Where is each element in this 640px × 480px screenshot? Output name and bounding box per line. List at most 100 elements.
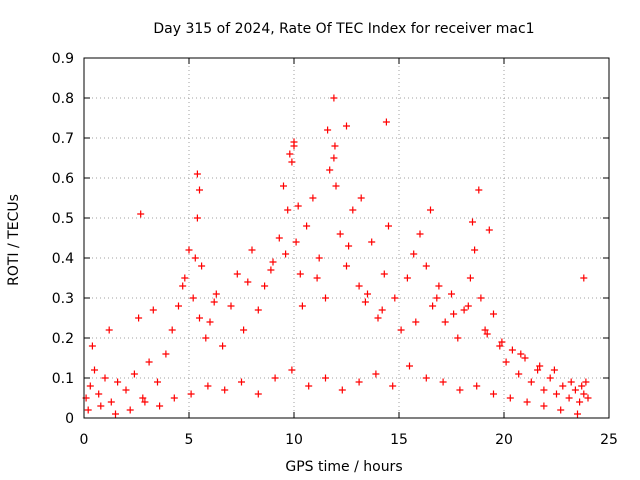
data-point — [212, 290, 220, 298]
data-point — [187, 390, 195, 398]
data-point — [105, 326, 113, 334]
data-point — [574, 410, 581, 418]
data-point — [471, 246, 479, 254]
data-point — [282, 250, 290, 258]
data-point — [271, 374, 279, 382]
data-point — [422, 374, 430, 382]
data-point — [254, 390, 262, 398]
data-point — [435, 282, 443, 290]
data-point — [198, 262, 206, 270]
data-point — [175, 302, 182, 310]
data-point — [429, 302, 437, 310]
data-point — [502, 358, 510, 366]
data-point — [114, 378, 122, 386]
data-point — [309, 194, 317, 202]
y-tick-label: 0.3 — [52, 291, 74, 307]
y-tick-label: 0.4 — [52, 251, 74, 267]
data-point — [244, 278, 252, 286]
data-point — [374, 314, 382, 322]
data-point — [294, 202, 302, 210]
x-tick-label: 10 — [285, 432, 303, 448]
data-point — [233, 270, 241, 278]
grid-layer — [84, 58, 609, 418]
data-point — [275, 234, 283, 242]
data-point — [364, 290, 371, 298]
data-point — [240, 326, 248, 334]
data-point — [515, 370, 523, 378]
data-point — [221, 386, 229, 394]
data-point — [582, 378, 590, 386]
data-point — [521, 354, 529, 362]
data-point — [406, 362, 413, 370]
data-point — [506, 394, 514, 402]
y-axis-label: ROTI / TECUs — [6, 194, 22, 286]
data-point — [559, 382, 567, 390]
data-point — [584, 394, 592, 402]
data-point — [206, 318, 214, 326]
data-point — [550, 366, 558, 374]
data-point — [498, 338, 506, 346]
data-point — [181, 274, 189, 282]
data-point — [332, 182, 340, 190]
data-point — [338, 386, 346, 394]
data-point — [336, 230, 344, 238]
data-point — [137, 210, 145, 218]
data-point — [141, 398, 149, 406]
data-point — [324, 126, 332, 134]
data-point — [248, 246, 256, 254]
y-tick-label: 0.2 — [52, 331, 74, 347]
data-point — [565, 394, 573, 402]
x-tick-label: 5 — [185, 432, 194, 448]
data-point — [389, 382, 397, 390]
x-axis-label: GPS time / hours — [285, 459, 402, 475]
data-point — [122, 386, 130, 394]
data-point — [303, 222, 311, 230]
data-point — [349, 206, 357, 214]
data-point — [193, 170, 201, 178]
data-point — [313, 274, 321, 282]
data-point — [416, 230, 424, 238]
data-point — [86, 382, 94, 390]
data-point — [95, 390, 103, 398]
y-tick-label: 0.5 — [52, 211, 74, 227]
data-point — [580, 274, 588, 282]
data-point — [483, 330, 491, 338]
data-point — [490, 310, 497, 318]
y-tick-label: 0 — [65, 411, 74, 427]
data-point — [290, 138, 298, 146]
data-point — [112, 410, 119, 418]
data-point — [536, 362, 544, 370]
data-point — [219, 342, 227, 350]
data-point — [473, 382, 481, 390]
data-point — [84, 406, 92, 414]
data-point — [154, 378, 161, 386]
data-points — [82, 94, 592, 418]
data-point — [456, 386, 464, 394]
data-point — [261, 282, 269, 290]
data-point — [546, 374, 554, 382]
data-point — [269, 258, 277, 266]
data-point — [315, 254, 323, 262]
data-point — [130, 370, 138, 378]
data-point — [534, 366, 542, 374]
y-tick-label: 0.9 — [52, 51, 74, 67]
y-tick-label: 0.8 — [52, 91, 74, 107]
x-tick-label: 20 — [495, 432, 513, 448]
data-point — [101, 374, 109, 382]
data-point — [97, 402, 105, 410]
data-point — [380, 270, 388, 278]
data-point — [196, 314, 203, 322]
data-point — [466, 274, 474, 282]
plot-frame — [83, 57, 610, 419]
data-point — [355, 378, 363, 386]
y-tick-label: 0.6 — [52, 171, 74, 187]
data-point — [126, 406, 134, 414]
data-point — [397, 326, 405, 334]
data-point — [238, 378, 245, 386]
data-point — [523, 398, 531, 406]
data-point — [378, 306, 386, 314]
data-point — [185, 246, 193, 254]
data-point — [91, 366, 98, 374]
data-point — [292, 238, 300, 246]
